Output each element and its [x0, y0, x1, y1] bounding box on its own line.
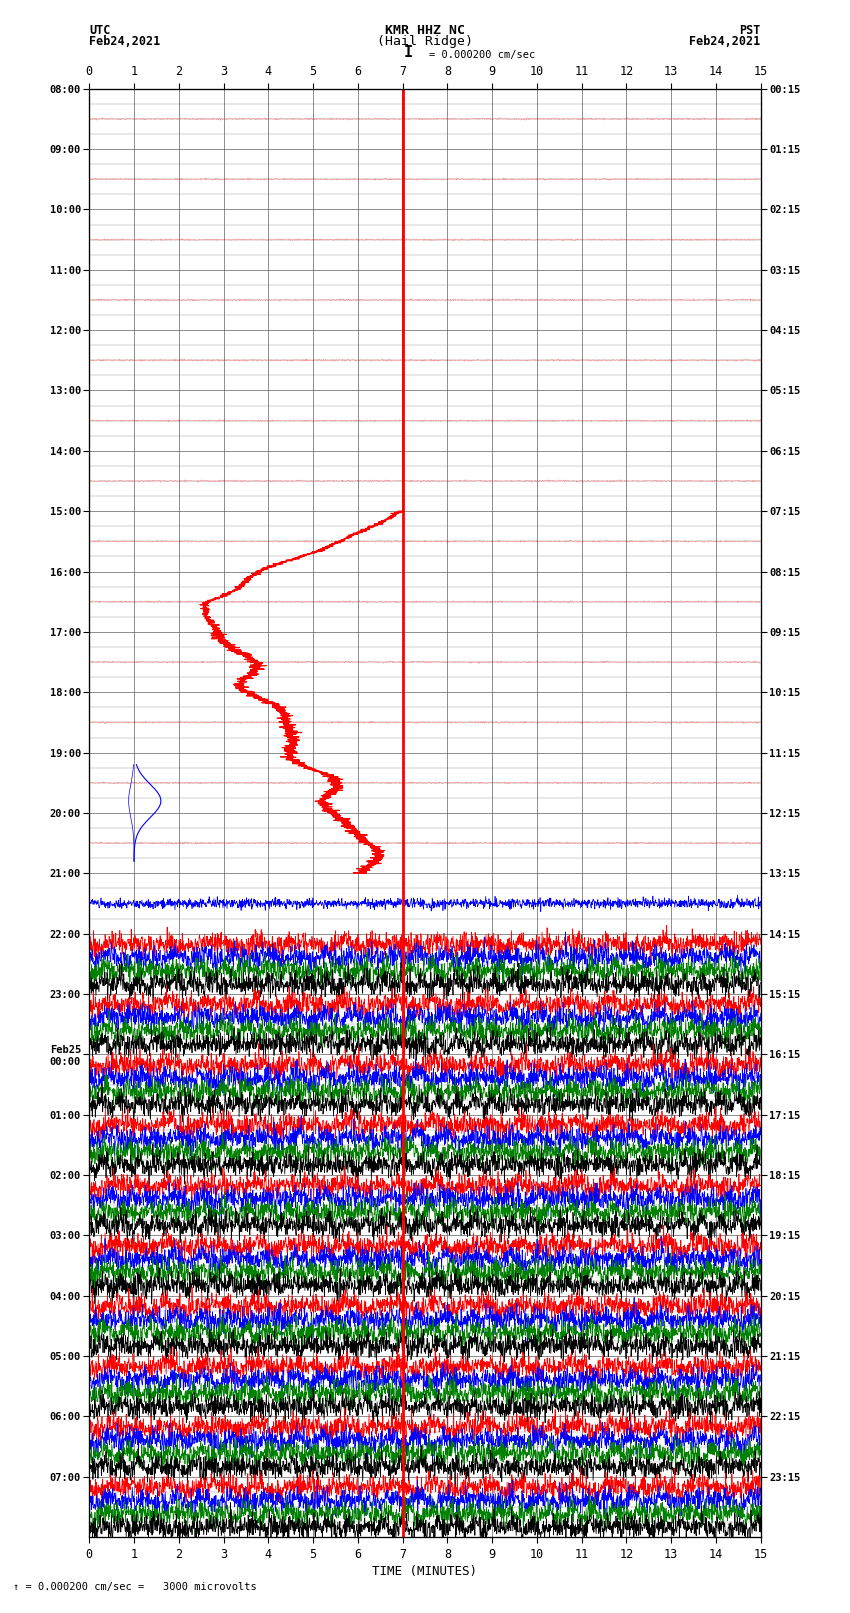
X-axis label: TIME (MINUTES): TIME (MINUTES): [372, 1565, 478, 1578]
Text: Feb24,2021: Feb24,2021: [89, 35, 161, 48]
Text: UTC: UTC: [89, 24, 110, 37]
Text: PST: PST: [740, 24, 761, 37]
Text: Feb24,2021: Feb24,2021: [689, 35, 761, 48]
Text: ↑ = 0.000200 cm/sec =   3000 microvolts: ↑ = 0.000200 cm/sec = 3000 microvolts: [13, 1582, 257, 1592]
Text: = 0.000200 cm/sec: = 0.000200 cm/sec: [429, 50, 536, 60]
Text: (Hail Ridge): (Hail Ridge): [377, 35, 473, 48]
Text: I: I: [404, 45, 412, 60]
Text: KMR HHZ NC: KMR HHZ NC: [385, 24, 465, 37]
